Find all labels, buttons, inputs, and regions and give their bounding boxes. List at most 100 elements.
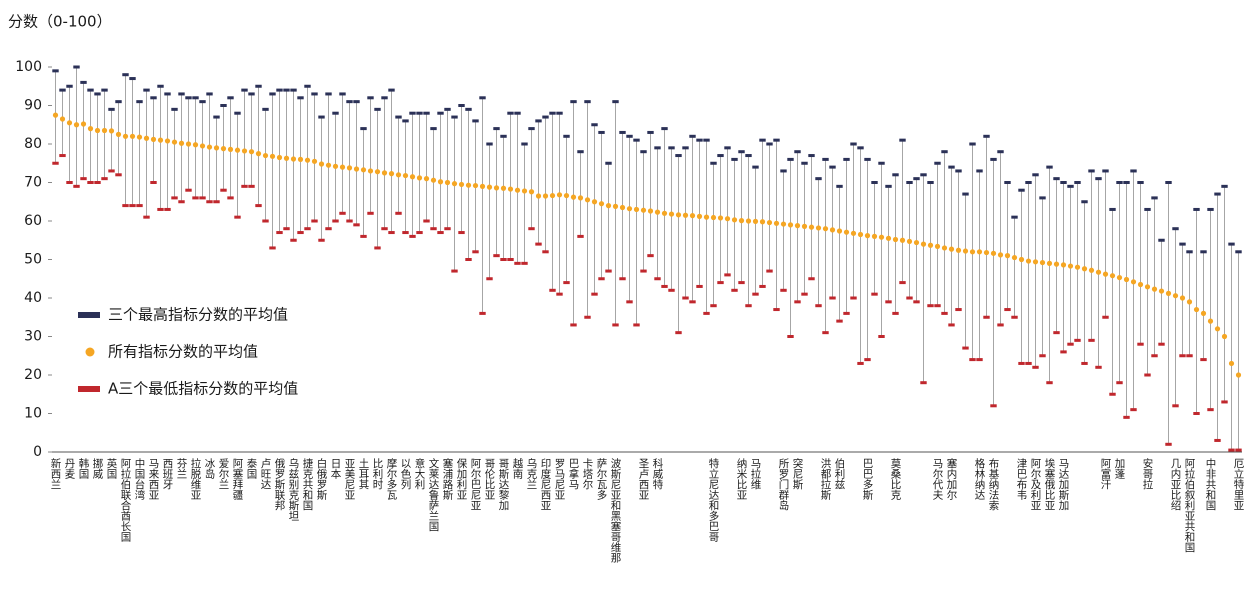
average-dot	[661, 210, 668, 216]
low-mark	[1207, 408, 1214, 412]
low-mark	[290, 238, 297, 242]
x-tick-label: 布基纳法索	[988, 458, 1000, 511]
x-tick-label: 捷克共和国	[302, 457, 314, 511]
low-mark	[1046, 381, 1053, 385]
low-mark	[773, 308, 780, 312]
average-dot	[822, 226, 829, 232]
high-mark	[1228, 242, 1235, 246]
y-tick-label: 60	[24, 213, 42, 229]
high-mark	[850, 142, 857, 146]
low-mark	[899, 281, 906, 285]
high-mark	[311, 92, 318, 96]
low-mark	[696, 284, 703, 288]
low-mark	[66, 181, 73, 184]
x-tick-label: 所罗门群岛	[778, 458, 790, 511]
average-dot	[220, 146, 227, 152]
x-tick-label: 中国台湾	[134, 457, 146, 501]
average-dot	[927, 242, 934, 248]
low-mark	[626, 300, 633, 304]
average-dot	[353, 166, 360, 172]
average-dot	[738, 218, 745, 224]
average-dot	[654, 209, 661, 215]
x-tick-label: 白俄罗斯	[316, 457, 328, 501]
x-tick-label: 波斯尼亚和黑塞哥维那	[610, 457, 622, 563]
high-mark	[479, 96, 486, 100]
low-mark	[983, 315, 990, 319]
low-mark	[1109, 392, 1116, 396]
low-mark	[864, 358, 871, 362]
average-dot	[731, 217, 738, 223]
average-dot	[1018, 256, 1025, 263]
high-mark	[591, 123, 598, 127]
average-dot	[591, 199, 598, 205]
x-tick-label: 马尔代夫	[932, 458, 944, 501]
low-mark	[507, 258, 514, 261]
average-dot	[1179, 295, 1186, 301]
x-tick-label: 保加利亚	[456, 457, 468, 500]
y-tick-label: 80	[24, 136, 42, 152]
high-mark	[367, 96, 374, 100]
average-dot	[535, 193, 542, 199]
low-mark	[661, 284, 668, 288]
low-mark	[409, 234, 416, 238]
average-dot	[1039, 259, 1046, 266]
high-mark	[766, 142, 773, 146]
high-mark	[598, 130, 605, 134]
x-tick-label: 中非共和国	[1205, 457, 1217, 511]
average-dot	[248, 149, 255, 155]
high-mark	[227, 96, 234, 100]
high-mark	[507, 111, 514, 115]
high-mark	[1221, 184, 1228, 188]
legend-swatch	[78, 312, 100, 318]
low-mark	[143, 215, 150, 219]
average-dot	[577, 195, 584, 201]
low-mark	[836, 319, 843, 323]
low-mark	[668, 288, 675, 292]
x-tick-label: 纳米比亚	[736, 457, 748, 500]
average-dot	[150, 136, 157, 142]
average-dot	[1102, 271, 1109, 277]
high-mark	[836, 184, 843, 188]
average-dot	[563, 192, 570, 199]
x-tick-label: 科威特	[652, 457, 664, 489]
average-dot	[997, 252, 1004, 258]
low-mark	[451, 269, 458, 273]
low-mark	[1214, 438, 1221, 442]
high-mark	[668, 146, 675, 150]
high-mark	[416, 111, 423, 115]
average-dot	[444, 179, 451, 186]
low-mark	[1123, 415, 1130, 419]
average-dot	[283, 155, 290, 161]
average-dot	[493, 185, 500, 191]
average-dot	[108, 128, 115, 134]
average-dot	[409, 174, 416, 180]
low-mark	[528, 227, 535, 231]
low-mark	[332, 219, 339, 223]
low-mark	[1067, 342, 1074, 346]
x-tick-label: 拉脱维亚	[190, 457, 202, 500]
high-mark	[1123, 181, 1130, 184]
high-mark	[94, 92, 101, 96]
average-dot	[234, 147, 241, 153]
y-tick-label: 90	[24, 98, 42, 114]
low-mark	[598, 277, 605, 281]
low-mark	[73, 184, 80, 188]
x-tick-label: 越南	[512, 457, 524, 479]
x-tick-label: 巴拿马	[568, 458, 580, 490]
low-mark	[115, 173, 122, 177]
average-dot	[430, 177, 437, 183]
average-dot	[1109, 273, 1116, 279]
high-mark	[647, 130, 654, 134]
average-dot	[318, 161, 325, 167]
high-mark	[899, 138, 906, 142]
average-dot	[402, 172, 409, 179]
low-mark	[682, 296, 689, 300]
low-mark	[423, 219, 430, 223]
high-mark	[1179, 242, 1186, 246]
low-mark	[185, 188, 192, 192]
low-mark	[1039, 354, 1046, 358]
low-mark	[1221, 400, 1228, 404]
average-dot	[808, 224, 815, 230]
low-mark	[612, 323, 619, 327]
x-tick-label: 厄立特里亚	[1233, 458, 1245, 511]
